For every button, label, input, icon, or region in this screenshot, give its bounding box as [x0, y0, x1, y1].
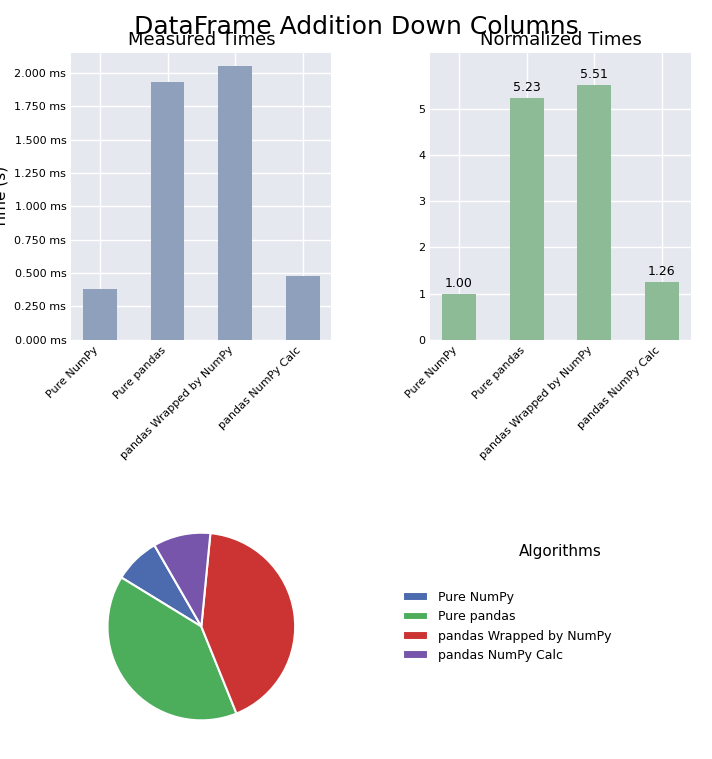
- Text: 5.51: 5.51: [580, 68, 608, 81]
- Bar: [442, 294, 476, 340]
- Wedge shape: [121, 545, 201, 626]
- X-axis label: Algorithms: Algorithms: [160, 544, 243, 559]
- Wedge shape: [201, 533, 295, 713]
- Bar: [645, 282, 679, 340]
- Text: 1.26: 1.26: [648, 265, 676, 278]
- Wedge shape: [108, 578, 236, 720]
- Title: Normalized Times: Normalized Times: [480, 31, 642, 49]
- Title: Measured Times: Measured Times: [127, 31, 275, 49]
- Bar: [151, 83, 184, 340]
- Bar: [577, 85, 611, 340]
- Bar: [510, 98, 543, 340]
- Text: 1.00: 1.00: [445, 277, 473, 290]
- Bar: [83, 288, 117, 340]
- Wedge shape: [155, 533, 211, 626]
- Text: DataFrame Addition Down Columns: DataFrame Addition Down Columns: [134, 15, 578, 39]
- Legend: Pure NumPy, Pure pandas, pandas Wrapped by NumPy, pandas NumPy Calc: Pure NumPy, Pure pandas, pandas Wrapped …: [397, 586, 616, 667]
- Y-axis label: Time (s): Time (s): [0, 165, 9, 228]
- Bar: [219, 67, 252, 340]
- Bar: [286, 276, 320, 340]
- X-axis label: Algorithms: Algorithms: [519, 544, 602, 559]
- Text: 5.23: 5.23: [513, 81, 540, 94]
